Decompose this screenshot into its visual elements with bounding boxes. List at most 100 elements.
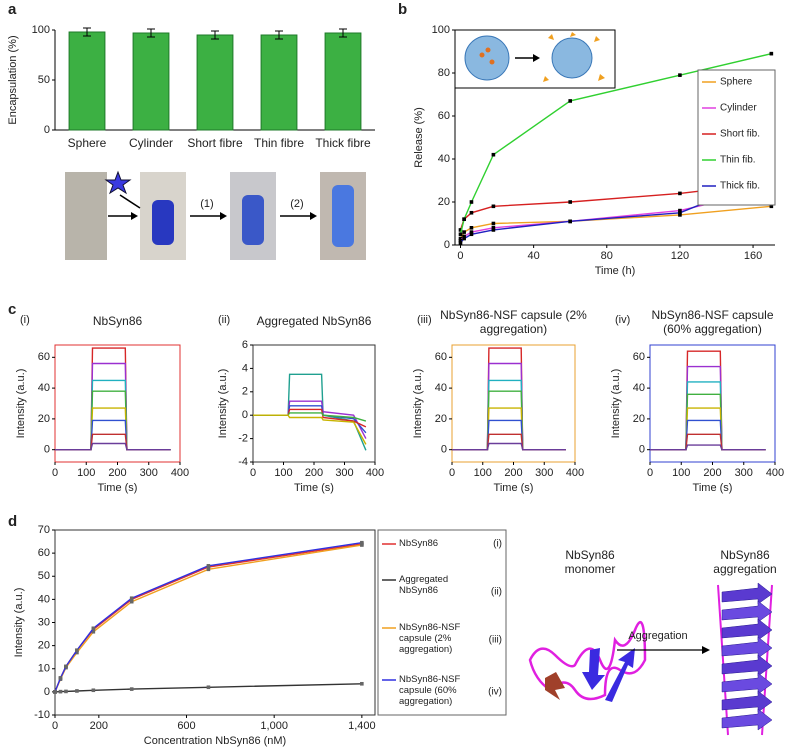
- beta-strand: [721, 600, 773, 623]
- bar: [132, 32, 170, 131]
- data-point: [360, 681, 364, 686]
- legend-label: Thick fib.: [720, 181, 760, 192]
- x-tick-label: 0: [52, 467, 58, 479]
- data-point: [64, 689, 68, 694]
- x-axis-label: Time (s): [98, 482, 138, 494]
- beta-strand: [721, 708, 773, 731]
- capsule: [464, 35, 510, 81]
- legend-box: [697, 69, 776, 206]
- series-line: [452, 442, 566, 451]
- x-tick-label: 300: [535, 467, 553, 479]
- photo: [65, 172, 107, 260]
- error-bar: [83, 27, 91, 37]
- x-tick-label: 200: [90, 720, 108, 732]
- y-tick-label: 70: [38, 524, 50, 536]
- data-point: [53, 690, 57, 694]
- arrow: [119, 194, 141, 209]
- step-label: (2): [290, 198, 303, 210]
- series-line: [55, 442, 171, 451]
- cargo: [543, 76, 549, 82]
- y-tick-label: 4: [242, 362, 248, 374]
- x-tick-label: 0: [647, 467, 653, 479]
- legend-label: Sphere: [720, 77, 753, 88]
- data-point: [91, 629, 96, 634]
- data-point: [568, 200, 572, 204]
- beta-strand: [721, 618, 773, 641]
- y-tick-label: 30: [38, 616, 50, 628]
- aggregate-stack: [717, 582, 773, 736]
- plot-frame: [54, 344, 181, 463]
- y-tick-label: 0: [44, 686, 50, 698]
- monomer-coil: [528, 620, 647, 701]
- y-axis-label: Intensity (a.u.): [412, 369, 424, 439]
- data-point: [462, 234, 466, 239]
- x-axis-label: Time (h): [595, 265, 636, 277]
- y-tick-label: 20: [633, 413, 645, 425]
- x-axis-label: Time (s): [494, 482, 534, 494]
- series-line: [253, 414, 367, 445]
- x-tick-label: 300: [335, 467, 353, 479]
- x-tick-label: Thick fibre: [315, 136, 371, 150]
- x-tick-label: Sphere: [67, 136, 107, 150]
- panel-title: Aggregated NbSyn86: [256, 314, 372, 328]
- y-tick-label: 0: [44, 444, 50, 456]
- legend-label: NbSyn86-NSF capsule (2% aggregation): [399, 622, 461, 655]
- x-tick-label: 200: [504, 467, 522, 479]
- y-tick-label: 60: [38, 351, 50, 363]
- y-tick-label: 2: [242, 386, 248, 398]
- y-tick-label: 60: [435, 351, 447, 363]
- x-tick-label: 400: [366, 467, 384, 479]
- y-axis-label: Intensity (a.u.): [610, 369, 622, 439]
- data-point: [469, 200, 474, 204]
- x-tick-label: 40: [528, 250, 540, 262]
- panel-tag: (i): [20, 314, 30, 326]
- panel-tag: (ii): [218, 314, 230, 326]
- data-point: [58, 676, 63, 680]
- arrow-label: Aggregation: [628, 630, 687, 642]
- diagram-label: NbSyn86 aggregation: [713, 548, 777, 576]
- beta-strand: [721, 636, 773, 659]
- cargo: [594, 36, 600, 42]
- x-tick-label: 200: [305, 467, 323, 479]
- y-tick-label: 20: [435, 413, 447, 425]
- data-point: [129, 596, 134, 601]
- y-axis-label: Encapsulation (%): [7, 35, 19, 124]
- x-tick-label: 0: [457, 250, 463, 262]
- x-tick-label: 200: [703, 467, 721, 479]
- step-label: (1): [200, 198, 213, 210]
- data-point: [769, 204, 774, 209]
- cargo: [570, 32, 576, 37]
- panel-label: b: [398, 1, 407, 18]
- beta-strand: [721, 690, 773, 713]
- x-axis-label: Concentration NbSyn86 (nM): [144, 735, 286, 747]
- x-tick-label: 120: [671, 250, 689, 262]
- x-tick-label: 100: [77, 467, 95, 479]
- x-tick-label: 400: [566, 467, 584, 479]
- panel-tag: (iii): [417, 314, 432, 326]
- data-point: [458, 228, 463, 232]
- series-line: [650, 433, 766, 451]
- y-axis-label: Intensity (a.u.): [15, 369, 27, 439]
- data-point: [462, 236, 466, 241]
- data-point: [458, 241, 463, 245]
- data-point: [678, 208, 682, 213]
- data-point: [469, 226, 474, 230]
- cargo: [479, 52, 485, 58]
- bar: [324, 32, 362, 131]
- bar: [260, 34, 298, 131]
- data-point: [678, 191, 682, 196]
- panel-title: NbSyn86: [92, 314, 143, 328]
- arrow-head: [220, 212, 227, 220]
- data-point: [469, 230, 474, 234]
- x-axis-label: Time (s): [693, 482, 733, 494]
- series-line: [650, 381, 766, 451]
- y-tick-label: -4: [238, 456, 248, 468]
- photo-strip: (1) (2): [65, 170, 366, 260]
- data-point: [769, 51, 774, 56]
- legend-label: Thin fib.: [720, 155, 756, 166]
- error-bar: [211, 30, 219, 40]
- error-bar: [339, 28, 347, 38]
- plot-frame: [252, 344, 376, 463]
- data-point: [129, 687, 134, 691]
- data-point: [568, 219, 572, 224]
